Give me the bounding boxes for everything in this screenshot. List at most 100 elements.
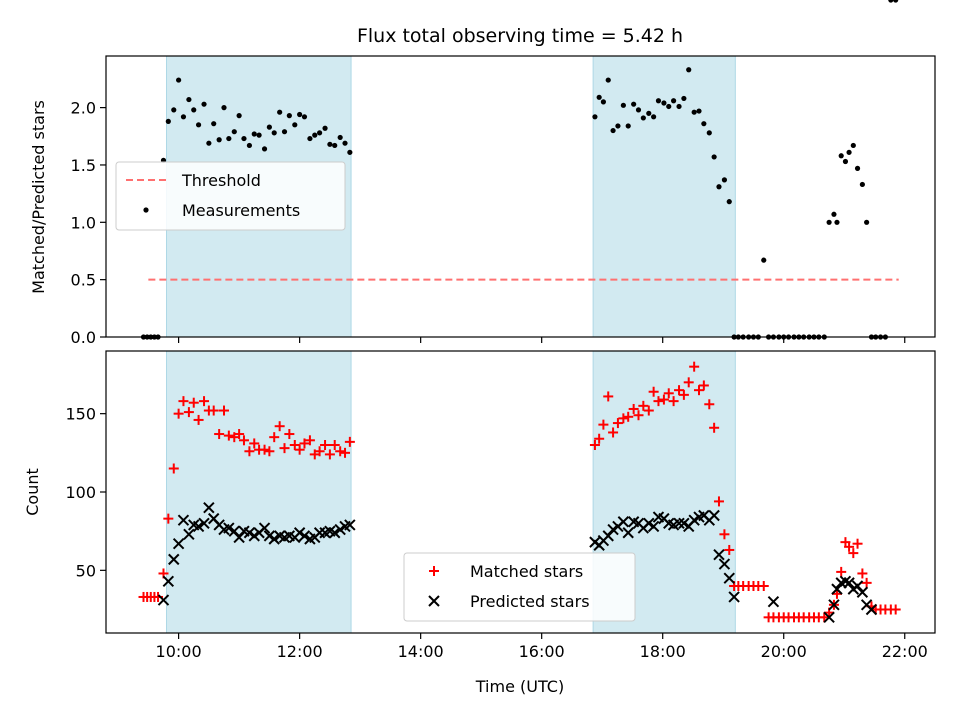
data-point (761, 257, 767, 263)
data-point (635, 107, 642, 113)
data-point (719, 529, 730, 540)
data-point (183, 407, 194, 418)
data-point (696, 108, 702, 114)
data-point (856, 586, 869, 598)
data-point (592, 114, 598, 120)
data-point (289, 440, 300, 450)
data-point (269, 432, 280, 443)
data-point (622, 527, 634, 539)
data-point (177, 514, 190, 526)
data-point (823, 611, 835, 624)
x-axis-label: Time (UTC) (475, 677, 564, 696)
data-point (848, 548, 859, 559)
data-point (701, 121, 707, 127)
data-point (203, 501, 215, 514)
data-point (890, 604, 901, 615)
data-point (317, 130, 323, 136)
data-point (324, 449, 335, 460)
data-point (266, 124, 272, 130)
data-point (646, 110, 652, 116)
data-point (676, 103, 682, 110)
data-point (836, 566, 847, 577)
data-point (857, 568, 868, 579)
data-point (625, 123, 631, 129)
legend-0: Threshold Measurements (115, 161, 346, 231)
data-point (180, 114, 187, 120)
data-point (297, 111, 303, 118)
data-point (706, 130, 712, 136)
x-tick-label: 16:00 (519, 642, 565, 661)
data-point (214, 429, 225, 440)
data-point (631, 101, 637, 107)
data-point (168, 463, 179, 474)
y-tick-label: 150 (65, 405, 96, 424)
data-point (223, 522, 235, 534)
data-point (828, 599, 840, 611)
data-point (620, 102, 626, 108)
data-point (329, 527, 341, 539)
data-point (844, 541, 855, 552)
data-point (648, 386, 659, 397)
legend-plus-swatch (429, 566, 439, 576)
data-point (598, 419, 609, 430)
data-point (277, 109, 283, 115)
data-point (724, 544, 735, 555)
data-point (176, 77, 182, 83)
data-point (888, 0, 894, 3)
series-matched-stars (138, 361, 901, 623)
legend-label: Matched stars (470, 562, 583, 581)
data-point (615, 123, 621, 129)
shaded-interval-1-0 (166, 350, 352, 634)
data-point (640, 115, 646, 121)
data-point (638, 400, 649, 411)
data-point (199, 396, 210, 407)
data-point (241, 135, 247, 142)
data-point (171, 107, 177, 113)
data-point (689, 361, 700, 372)
data-point (834, 219, 840, 225)
data-point (298, 530, 311, 542)
data-point (767, 595, 780, 608)
data-point (192, 520, 205, 533)
data-point (271, 130, 277, 136)
data-point (694, 385, 705, 396)
data-point (172, 537, 185, 550)
data-point (594, 433, 605, 444)
data-point (728, 591, 740, 603)
data-point (850, 142, 856, 149)
data-point (320, 440, 331, 450)
data-point (216, 137, 222, 143)
legend-label: Measurements (182, 201, 300, 220)
data-point (670, 98, 677, 104)
data-point (704, 399, 715, 410)
data-point (826, 219, 832, 225)
legend-box (403, 552, 636, 622)
data-point (168, 553, 180, 566)
data-point (201, 101, 207, 107)
x-tick-label: 12:00 (277, 642, 323, 661)
data-point (708, 509, 720, 522)
data-point (193, 414, 204, 425)
data-point (865, 603, 878, 616)
data-point (337, 134, 343, 141)
data-point (195, 122, 202, 128)
data-point (301, 114, 308, 120)
data-point (191, 107, 197, 113)
data-point (678, 389, 689, 400)
x-tick-label: 20:00 (761, 642, 807, 661)
data-point (683, 377, 694, 388)
data-point (666, 103, 672, 110)
data-point (647, 520, 660, 533)
series-predicted-stars (157, 501, 878, 624)
y-axis-label-bottom: Count (23, 468, 42, 516)
data-point (718, 558, 731, 570)
data-point (859, 181, 865, 188)
data-point (238, 435, 249, 446)
data-point (846, 149, 852, 155)
chart-title: Flux total observing time = 5.42 h (357, 25, 683, 47)
y-tick-label: 1.0 (71, 213, 96, 232)
y-tick-label: 100 (65, 483, 96, 502)
data-point (246, 142, 253, 149)
data-point (612, 418, 623, 429)
data-point (655, 98, 662, 104)
